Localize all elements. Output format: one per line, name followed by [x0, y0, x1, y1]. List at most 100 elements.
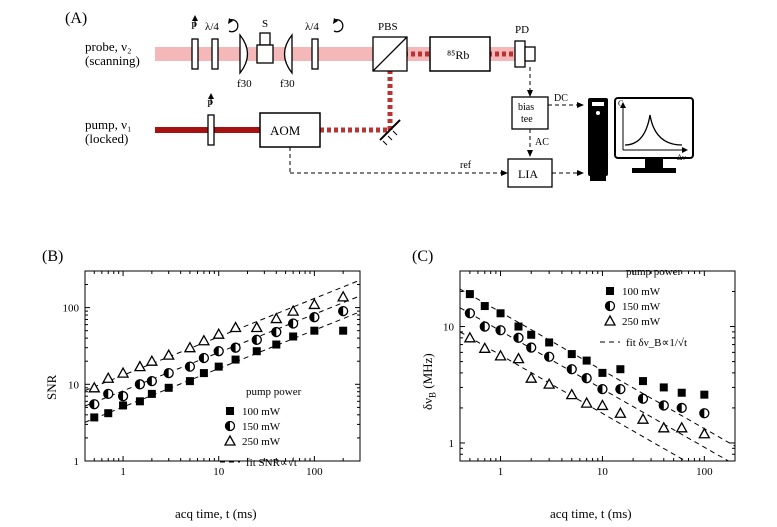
svg-text:250 mW: 250 mW	[622, 316, 661, 328]
svg-text:250 mW: 250 mW	[242, 436, 281, 448]
data-point	[200, 369, 208, 377]
data-point	[272, 328, 281, 337]
svg-text:PD: PD	[515, 24, 529, 36]
svg-text:10: 10	[213, 466, 225, 478]
chart-b-ylabel: SNR	[44, 375, 60, 400]
data-point	[638, 394, 647, 403]
svg-text:⁸⁵Rb: ⁸⁵Rb	[447, 48, 469, 62]
data-point	[659, 401, 668, 410]
pump-title: pump, ν₁	[85, 117, 132, 132]
svg-text:PBS: PBS	[378, 21, 398, 33]
data-point	[199, 336, 209, 345]
data-point	[606, 302, 615, 311]
data-point	[568, 350, 576, 358]
data-point	[288, 306, 298, 315]
legend: pump power100 mW150 mW250 mWfit SNR∝√t	[220, 386, 302, 469]
panel-a-diagram: P λ/4 f30 S f30 λ/4 PBS ⁸⁵Rb PD	[60, 5, 710, 240]
svg-text:Δν: Δν	[677, 153, 686, 162]
data-point	[527, 331, 535, 339]
data-point	[226, 407, 234, 415]
data-point	[598, 385, 607, 394]
data-point	[89, 383, 99, 392]
svg-text:LIA: LIA	[518, 167, 538, 181]
data-point	[582, 398, 592, 407]
data-point	[678, 389, 686, 397]
data-point	[119, 392, 128, 401]
probe-subtitle: (scanning)	[85, 53, 140, 68]
svg-text:fit δν_B∝1/√t: fit δν_B∝1/√t	[626, 337, 687, 349]
data-point	[659, 423, 669, 432]
data-point	[544, 379, 554, 388]
data-point	[339, 307, 348, 316]
svg-text:λ/4: λ/4	[305, 21, 319, 33]
svg-text:1: 1	[120, 466, 126, 478]
data-point	[526, 373, 536, 382]
data-point	[567, 390, 577, 399]
svg-text:ref: ref	[460, 160, 472, 171]
data-point	[136, 397, 144, 405]
data-point	[215, 363, 223, 371]
data-point	[119, 401, 127, 409]
svg-text:100 mW: 100 mW	[242, 406, 281, 418]
data-point	[481, 302, 489, 310]
svg-text:tee: tee	[521, 114, 533, 125]
svg-text:1: 1	[449, 438, 455, 450]
data-point	[615, 408, 625, 417]
data-point	[231, 343, 240, 352]
data-point	[598, 369, 606, 377]
data-point	[545, 338, 553, 346]
svg-text:150 mW: 150 mW	[242, 421, 281, 433]
data-point	[567, 365, 576, 374]
data-point	[186, 377, 194, 385]
data-point	[660, 383, 668, 391]
svg-text:f30: f30	[280, 78, 295, 90]
data-point	[616, 365, 624, 373]
chart-c: 110100110pump power100 mW150 mW250 mWfit…	[455, 266, 740, 486]
data-point	[496, 351, 506, 360]
data-point	[135, 380, 144, 389]
data-point	[514, 323, 522, 331]
data-point	[185, 362, 194, 371]
data-point	[639, 377, 647, 385]
svg-text:P: P	[207, 98, 213, 110]
svg-text:1: 1	[498, 466, 504, 478]
data-point	[252, 335, 261, 344]
legend: pump power100 mW150 mW250 mWfit δν_B∝1/√…	[600, 266, 687, 349]
svg-text:10: 10	[443, 322, 455, 334]
data-point	[466, 290, 474, 298]
data-point	[339, 327, 347, 335]
data-point	[214, 347, 223, 356]
data-point	[465, 309, 474, 318]
chart-c-xlabel: acq time, t (ms)	[550, 506, 632, 522]
data-point	[253, 347, 261, 355]
svg-text:100: 100	[696, 466, 713, 478]
panel-c-label: (C)	[412, 248, 433, 266]
data-point	[225, 436, 235, 445]
data-point	[497, 309, 505, 317]
data-point	[465, 333, 475, 342]
svg-text:bias: bias	[518, 102, 534, 113]
chart-b: 110100110100pump power100 mW150 mW250 mW…	[80, 266, 365, 486]
data-point	[214, 329, 224, 338]
data-point	[700, 391, 708, 399]
data-point	[310, 313, 319, 322]
data-point	[164, 369, 173, 378]
svg-text:AOM: AOM	[270, 123, 301, 138]
svg-text:AC: AC	[535, 137, 549, 148]
data-point	[135, 362, 145, 371]
data-point	[700, 409, 709, 418]
data-point	[677, 423, 687, 432]
data-point	[147, 377, 156, 386]
svg-text:G: G	[618, 99, 624, 108]
probe-label: probe, ν₂ (scanning)	[85, 40, 140, 69]
data-point	[103, 373, 113, 382]
data-point	[699, 429, 709, 438]
data-point	[226, 422, 235, 431]
svg-text:DC: DC	[554, 93, 568, 104]
data-point	[480, 322, 489, 331]
data-point	[582, 374, 591, 383]
data-point	[638, 414, 648, 423]
chart-c-ylabel: δνB (MHz)	[420, 353, 438, 410]
data-point	[616, 385, 625, 394]
data-point	[545, 352, 554, 361]
